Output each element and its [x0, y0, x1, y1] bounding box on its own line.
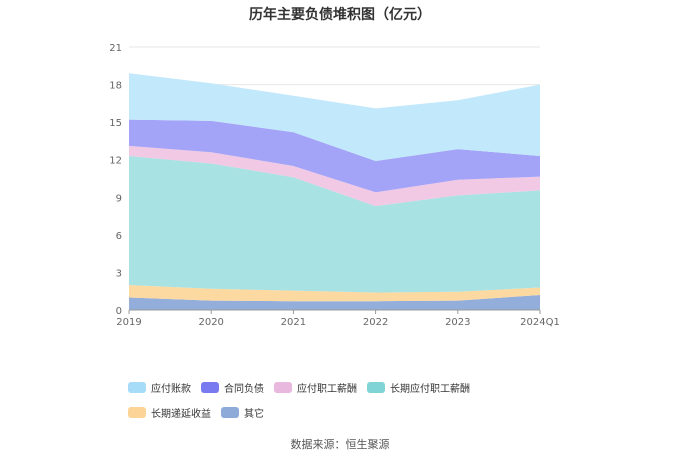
- legend-item[interactable]: 长期递延收益: [128, 405, 211, 420]
- legend-label: 应付职工薪酬: [297, 384, 357, 395]
- y-tick-label: 21: [109, 43, 122, 54]
- area-layer: [129, 73, 540, 310]
- y-tick-label: 3: [116, 268, 122, 279]
- area-series-4: [129, 119, 540, 193]
- legend: 应付账款 合同负债 应付职工薪酬 长期应付职工薪酬长期递延收益 其它: [128, 378, 568, 428]
- stacked-area-chart: 0 3 6 9 12 15 18 21 2019 2020 2021 2022 2023 2024Q1: [109, 43, 560, 328]
- legend-label: 其它: [244, 409, 264, 420]
- legend-label: 长期应付职工薪酬: [390, 384, 470, 395]
- legend-swatch: [367, 382, 385, 393]
- x-tick-label: 2023: [445, 317, 470, 328]
- legend-swatch: [201, 382, 219, 393]
- legend-swatch: [128, 382, 146, 393]
- chart-title: 历年主要负债堆积图（亿元）: [249, 7, 431, 23]
- legend-item[interactable]: 应付账款: [128, 380, 191, 395]
- area-series-2: [129, 156, 540, 293]
- data-source: 数据来源：恒生聚源: [290, 438, 390, 451]
- legend-item[interactable]: 长期应付职工薪酬: [367, 380, 470, 395]
- axis-layer: 0 3 6 9 12 15 18 21 2019 2020 2021 2022 2023 2024Q1: [109, 43, 560, 328]
- y-tick-label: 18: [109, 81, 122, 92]
- y-tick-label: 15: [109, 118, 122, 129]
- area-series-3: [129, 145, 540, 207]
- x-tick-label: 2021: [281, 317, 306, 328]
- x-tick-label: 2020: [198, 317, 223, 328]
- legend-item[interactable]: 合同负债: [201, 380, 264, 395]
- x-tick-label: 2019: [116, 317, 141, 328]
- y-tick-label: 12: [109, 156, 122, 167]
- legend-swatch: [128, 407, 146, 418]
- y-tick-label: 6: [116, 231, 122, 242]
- area-series-1: [129, 285, 540, 302]
- y-tick-label: 0: [116, 306, 122, 317]
- legend-label: 长期递延收益: [151, 409, 211, 420]
- x-tick-label: 2022: [363, 317, 388, 328]
- legend-swatch: [274, 382, 292, 393]
- x-tick-label: 2024Q1: [520, 317, 560, 328]
- legend-label: 应付账款: [151, 384, 191, 395]
- area-series-5: [129, 73, 540, 161]
- legend-swatch: [221, 407, 239, 418]
- legend-label: 合同负债: [224, 384, 264, 395]
- area-series-0: [129, 295, 540, 310]
- legend-item[interactable]: 其它: [221, 405, 264, 420]
- y-tick-label: 9: [116, 193, 122, 204]
- legend-item[interactable]: 应付职工薪酬: [274, 380, 357, 395]
